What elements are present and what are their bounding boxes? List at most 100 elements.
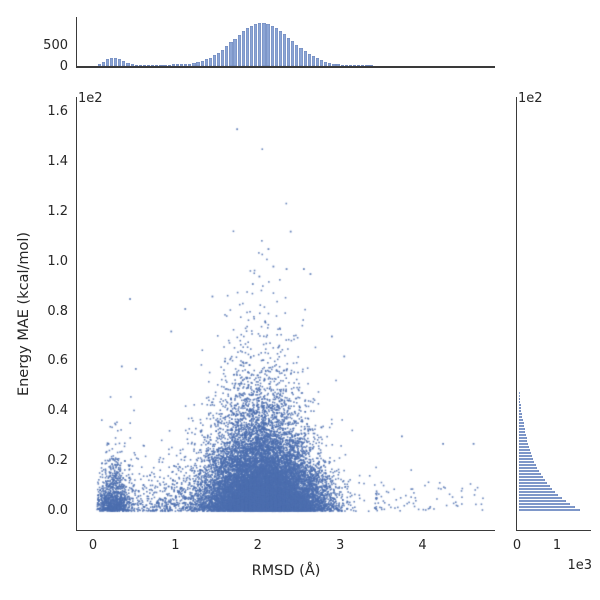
top-hist-bar (221, 49, 225, 66)
main-y-tick-label: 1.2 (47, 203, 68, 219)
main-y-tick-label: 0.8 (47, 303, 68, 319)
top-hist-bar (179, 64, 184, 66)
main-y-tick-label: 0.6 (47, 353, 68, 369)
top-hist-bar (361, 65, 365, 66)
right-hist-bar (518, 412, 522, 416)
right-hist-bar (518, 487, 553, 490)
top-hist-bar (365, 65, 369, 66)
right-hist-bar (518, 430, 526, 433)
right-hist-bar (518, 433, 526, 436)
right-hist-count-tick-label: 0 (512, 538, 522, 553)
right-hist-bar (518, 451, 531, 454)
right-hist-bar (518, 493, 559, 496)
top-hist-bar (192, 62, 196, 66)
main-left-spine (75, 97, 78, 532)
top-hist-bar (208, 57, 212, 66)
top-hist-bar (159, 64, 163, 66)
top-hist-bar (175, 64, 180, 66)
right-hist-bar (518, 478, 545, 481)
right-hist-bar (518, 454, 532, 457)
top-hist-bar (307, 53, 311, 66)
top-hist-bar (233, 38, 237, 66)
top-hist-bar (303, 50, 307, 66)
top-hist-bottom-spine (75, 66, 495, 68)
main-y-tick-label: 1.0 (47, 253, 68, 269)
right-hist-bar (518, 394, 520, 398)
top-hist-bar (315, 58, 320, 66)
top-hist-bar (299, 47, 303, 66)
top-hist-bar (196, 62, 200, 66)
top-hist-bar (151, 64, 155, 66)
top-hist-bar (348, 65, 353, 66)
top-hist-bar (336, 64, 340, 66)
top-hist-bar (101, 61, 105, 66)
top-hist-bar (118, 59, 122, 66)
right-hist-bar (518, 403, 521, 407)
main-x-tick-label: 3 (335, 538, 345, 553)
top-hist-bar (332, 63, 336, 66)
top-hist-bar (138, 65, 142, 66)
right-hist-bar (518, 484, 550, 487)
right-hist-bar (518, 445, 529, 448)
right-hist-bar (518, 457, 533, 460)
top-hist-bar (328, 62, 332, 66)
top-hist-bar (352, 65, 357, 66)
right-hist-bar (518, 418, 523, 421)
top-hist-bar (114, 57, 118, 66)
right-hist-left-spine (515, 97, 518, 532)
main-y-tick-label: 0.0 (47, 503, 68, 519)
right-hist-bar (518, 460, 535, 463)
top-hist-bar (130, 64, 134, 66)
top-hist-bar (142, 65, 147, 66)
main-y-tick-label: 1.6 (47, 103, 68, 119)
main-y-tick-label: 0.2 (47, 453, 68, 469)
right-hist-bar (518, 496, 563, 499)
top-hist-bar (109, 57, 114, 66)
right-hist-bottom-spine (515, 529, 591, 532)
top-hist-bar (97, 63, 101, 66)
top-hist-bar (229, 42, 233, 66)
right-hist-bar (518, 481, 547, 484)
right-hist-bar (518, 469, 539, 472)
main-y-tick-label: 1.4 (47, 153, 68, 169)
top-hist-bar (200, 60, 204, 66)
top-hist-bar (146, 65, 151, 66)
x-axis-label: RMSD (Å) (251, 563, 321, 579)
top-hist-bar (278, 31, 282, 66)
top-hist-bar (282, 33, 287, 66)
top-hist-bar (295, 44, 299, 66)
right-hist-bar (518, 421, 524, 424)
top-hist-bar (287, 37, 291, 66)
top-hist-bar (254, 23, 258, 66)
right-hist-bar (518, 472, 541, 475)
main-x-tick-label: 1 (171, 538, 180, 553)
right-hist-count-tick-label: 1 (552, 538, 562, 553)
right-y-offset-label: 1e2 (518, 91, 543, 106)
main-y-offset-label: 1e2 (78, 91, 103, 106)
right-hist-bar (518, 499, 566, 502)
right-hist-bar (518, 406, 521, 410)
top-hist-bar (357, 65, 361, 66)
top-hist-bar (344, 65, 348, 66)
top-hist-bar (126, 63, 130, 66)
top-hist-bar (167, 64, 171, 66)
top-hist-bar (188, 63, 192, 66)
main-x-tick-label: 4 (418, 538, 427, 553)
top-hist-bar (155, 64, 159, 66)
right-hist-bar (518, 505, 575, 508)
top-hist-bar (266, 24, 270, 66)
right-hist-bar (518, 400, 521, 404)
right-hist-bar (518, 397, 520, 401)
right-hist-bar (518, 448, 530, 451)
main-x-tick-label: 0 (88, 538, 98, 553)
right-hist-bar (518, 415, 523, 418)
top-hist-bar (274, 28, 278, 66)
top-hist-bar (171, 64, 175, 66)
right-hist-bar (518, 463, 536, 466)
top-hist-bar (262, 23, 266, 66)
right-hist-bar (518, 409, 522, 413)
right-hist-bar (518, 424, 525, 427)
scatter-points-layer (77, 97, 495, 531)
top-hist-bar (225, 46, 229, 66)
top-hist-bar (212, 55, 217, 66)
